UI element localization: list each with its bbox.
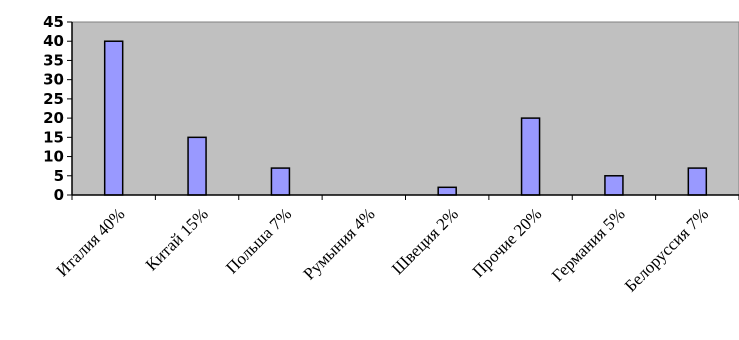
y-tick-label: 20 bbox=[43, 109, 64, 127]
x-ticks-group: Италия 40% Китай 15% Польша 7% Румыния 4% Шв… bbox=[53, 195, 739, 296]
bar bbox=[522, 118, 540, 195]
y-tick-label: 40 bbox=[43, 32, 64, 50]
y-tick-label: 25 bbox=[43, 90, 64, 108]
x-tick-label: Швеция 2% bbox=[388, 204, 462, 278]
x-tick-label: Италия 40% bbox=[53, 204, 129, 280]
x-tick-label: Польша 7% bbox=[222, 204, 295, 277]
x-tick-label: Румыния 4% bbox=[300, 204, 379, 283]
y-tick-label: 5 bbox=[54, 167, 64, 185]
bar bbox=[688, 168, 706, 195]
y-tick-label: 30 bbox=[43, 71, 64, 89]
bar bbox=[105, 41, 123, 195]
x-tick-label: Китай 15% bbox=[142, 204, 212, 274]
plot-area bbox=[72, 22, 739, 195]
y-tick-label: 10 bbox=[43, 148, 64, 166]
bar bbox=[271, 168, 289, 195]
bar bbox=[188, 137, 206, 195]
y-tick-label: 15 bbox=[43, 128, 64, 146]
x-tick-label: Прочие 20% bbox=[469, 204, 546, 281]
bar bbox=[605, 176, 623, 195]
x-tick-label: Германия 5% bbox=[548, 204, 629, 285]
y-tick-label: 45 bbox=[43, 13, 64, 31]
x-tick-label: Белоруссия 7% bbox=[621, 204, 712, 295]
y-tick-label: 0 bbox=[54, 186, 64, 204]
y-tick-label: 35 bbox=[43, 51, 64, 69]
bar bbox=[438, 187, 456, 195]
